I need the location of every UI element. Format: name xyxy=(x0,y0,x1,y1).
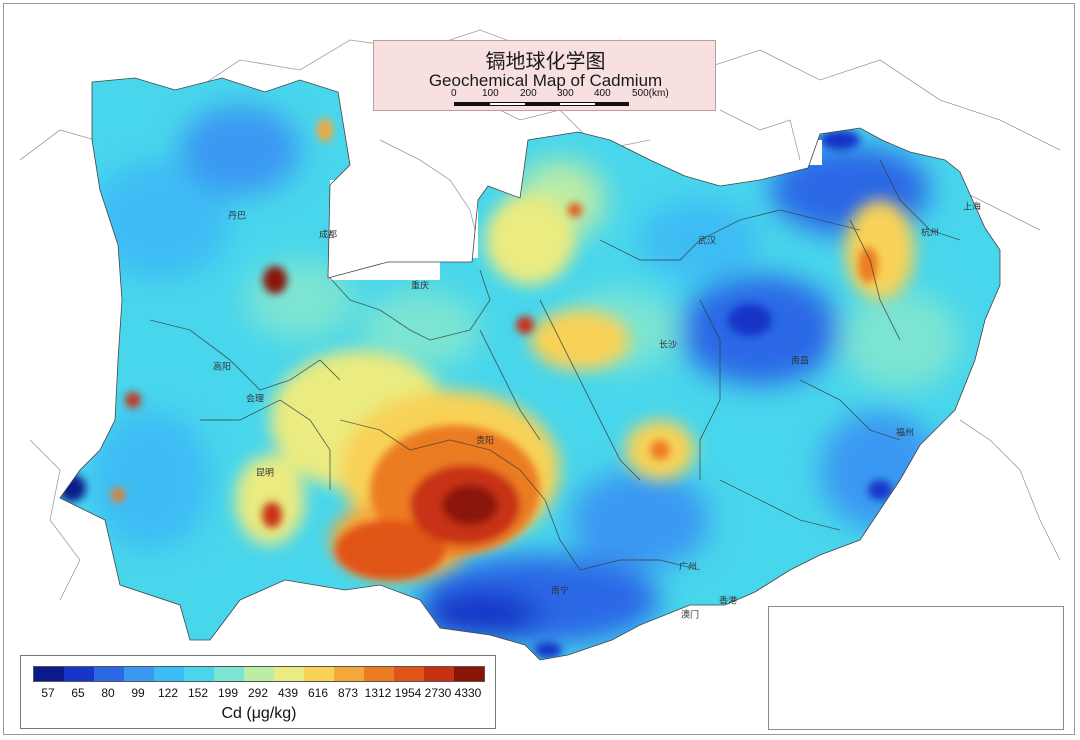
city-label-nanning: 南宁 xyxy=(550,586,570,597)
map-frame xyxy=(3,3,1075,735)
city-label-hangzhou: 杭州 xyxy=(920,228,940,239)
legend-swatch xyxy=(334,667,364,681)
city-label-macau: 澳门 xyxy=(680,610,700,621)
city-label-huili: 会理 xyxy=(245,394,265,405)
legend-swatch xyxy=(124,667,154,681)
legend-value-label: 99 xyxy=(131,686,145,700)
study-area-outline xyxy=(59,77,1001,661)
legend-swatch xyxy=(94,667,124,681)
cadmium-heat-layer xyxy=(60,78,1000,660)
scale-label: 500(km) xyxy=(632,88,669,99)
city-label-chongqing: 重庆 xyxy=(410,281,430,292)
legend-swatch xyxy=(64,667,94,681)
legend-swatch xyxy=(454,667,484,681)
scale-label: 100 xyxy=(482,88,499,99)
legend: 57 65 80 99 122 152 199 292 439 616 873 1312 1954 273… xyxy=(20,655,496,729)
city-label-hongkong: 香港 xyxy=(718,596,738,607)
legend-swatch xyxy=(244,667,274,681)
legend-swatch xyxy=(394,667,424,681)
legend-swatch xyxy=(304,667,334,681)
city-label-kunming: 昆明 xyxy=(255,468,275,479)
legend-swatch xyxy=(154,667,184,681)
city-label-guangzhou: 广州 xyxy=(678,562,698,573)
legend-swatch xyxy=(274,667,304,681)
legend-value-label: 57 xyxy=(41,686,55,700)
city-label-fuzhou: 福州 xyxy=(895,428,915,439)
legend-value-label: 873 xyxy=(337,686,359,700)
legend-value-label: 1954 xyxy=(394,686,422,700)
city-label-danba: 丹巴 xyxy=(227,211,247,222)
scale-label: 200 xyxy=(520,88,537,99)
legend-value-label: 4330 xyxy=(454,686,482,700)
legend-value-label: 292 xyxy=(247,686,269,700)
city-label-wuhan: 武汉 xyxy=(697,236,717,247)
legend-value-label: 152 xyxy=(187,686,209,700)
inset-frame xyxy=(768,606,1064,730)
scale-label: 0 xyxy=(451,88,457,99)
legend-swatch xyxy=(34,667,64,681)
legend-swatch xyxy=(364,667,394,681)
map-title-english: Geochemical Map of Cadmium xyxy=(428,71,663,90)
scale-bar xyxy=(454,102,629,106)
legend-value-label: 616 xyxy=(307,686,329,700)
legend-value-label: 65 xyxy=(71,686,85,700)
map-title-panel: 镉地球化学图 Geochemical Map of Cadmium 0 100 … xyxy=(373,40,716,111)
city-label-chengdu: 成都 xyxy=(318,230,338,241)
province-boundaries xyxy=(149,159,961,571)
city-label-nanchang: 南昌 xyxy=(790,356,810,367)
legend-value-label: 199 xyxy=(217,686,239,700)
legend-value-label: 439 xyxy=(277,686,299,700)
legend-swatch xyxy=(424,667,454,681)
legend-title: Cd (μg/kg) xyxy=(221,705,297,722)
scale-label: 300 xyxy=(557,88,574,99)
legend-value-label: 80 xyxy=(101,686,115,700)
city-label-shanghai: 上海 xyxy=(962,202,982,213)
city-label-gaoyang: 高阳 xyxy=(212,362,232,373)
map-title-chinese: 镉地球化学图 xyxy=(485,49,606,73)
city-label-guiyang: 贵阳 xyxy=(475,436,495,447)
legend-swatch xyxy=(184,667,214,681)
legend-color-ramp xyxy=(33,666,485,682)
legend-value-label: 1312 xyxy=(364,686,392,700)
legend-swatch xyxy=(214,667,244,681)
scale-label: 400 xyxy=(594,88,611,99)
legend-value-label: 2730 xyxy=(424,686,452,700)
city-label-changsha: 长沙 xyxy=(658,340,678,351)
legend-value-label: 122 xyxy=(157,686,179,700)
